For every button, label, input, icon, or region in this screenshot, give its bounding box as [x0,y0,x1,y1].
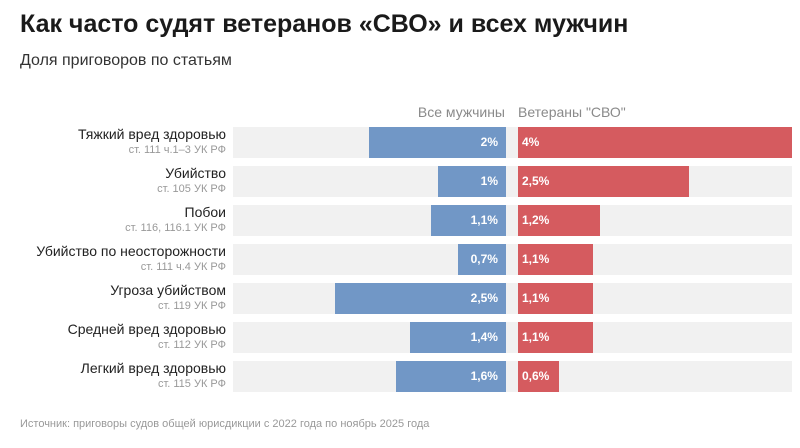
category-title: Убийство [165,165,226,181]
data-label-all-men: 2% [480,135,498,149]
chart-row: Средней вред здоровью ст. 112 УК РФ 1,4%… [0,320,800,353]
data-label-veterans: 2,5% [522,174,550,188]
source-note: Источник: приговоры судов общей юрисдикц… [20,418,430,430]
bar-veterans: 1,1% [518,322,594,353]
category-title: Тяжкий вред здоровью [78,126,226,142]
bar-all-men: 2% [369,127,506,158]
category-label: Убийство ст. 105 УК РФ [157,164,226,197]
bar-veterans: 0,6% [518,361,560,392]
row-background [233,166,792,197]
bar-veterans: 1,1% [518,244,594,275]
chart-row: Легкий вред здоровью ст. 115 УК РФ 1,6% 0… [0,359,800,392]
chart-row: Тяжкий вред здоровью ст. 111 ч.1–3 УК РФ… [0,125,800,158]
chart-row: Убийство ст. 105 УК РФ 1% 2,5% [0,164,800,197]
category-label: Тяжкий вред здоровью ст. 111 ч.1–3 УК РФ [78,125,226,158]
chart-title: Как часто судят ветеранов «СВО» и всех м… [20,10,629,38]
data-label-veterans: 0,6% [522,369,550,383]
data-label-all-men: 0,7% [470,252,498,266]
category-label: Побои ст. 116, 116.1 УК РФ [125,203,226,236]
data-label-veterans: 1,2% [522,213,550,227]
category-label: Угроза убийством ст. 119 УК РФ [110,281,226,314]
data-label-all-men: 1,1% [470,213,498,227]
category-title: Побои [184,204,226,220]
chart-row: Побои ст. 116, 116.1 УК РФ 1,1% 1,2% [0,203,800,236]
bar-veterans: 1,1% [518,283,594,314]
category-title: Угроза убийством [110,282,226,298]
row-background [233,244,792,275]
category-article: ст. 112 УК РФ [157,339,226,351]
data-label-veterans: 4% [522,135,540,149]
category-article: ст. 115 УК РФ [157,378,226,390]
bar-veterans: 1,2% [518,205,601,236]
data-label-veterans: 1,1% [522,252,550,266]
chart-row: Угроза убийством ст. 119 УК РФ 2,5% 1,1% [0,281,800,314]
category-article: ст. 119 УК РФ [157,300,226,312]
category-article: ст. 111 ч.4 УК РФ [140,261,226,273]
row-background [233,361,792,392]
bar-all-men: 1,1% [430,205,506,236]
category-label: Убийство по неосторожности ст. 111 ч.4 У… [36,242,226,275]
category-article: ст. 116, 116.1 УК РФ [125,222,226,234]
category-article: ст. 111 ч.1–3 УК РФ [128,144,226,156]
bar-all-men: 0,7% [458,244,506,275]
bar-veterans: 2,5% [518,166,690,197]
bar-all-men: 2,5% [334,283,506,314]
data-label-all-men: 1,4% [470,330,498,344]
series-header-all-men: Все мужчины [417,104,505,120]
series-header-veterans: Ветераны "СВО" [518,104,626,120]
data-label-veterans: 1,1% [522,291,550,305]
category-label: Средней вред здоровью ст. 112 УК РФ [68,320,226,353]
row-background [233,283,792,314]
row-background [233,205,792,236]
bar-all-men: 1,4% [410,322,506,353]
category-title: Легкий вред здоровью [80,360,226,376]
data-label-all-men: 1,6% [470,369,498,383]
data-label-all-men: 2,5% [470,291,498,305]
bar-all-men: 1% [437,166,506,197]
data-label-veterans: 1,1% [522,330,550,344]
row-background [233,322,792,353]
bar-all-men: 1,6% [396,361,506,392]
chart-row: Убийство по неосторожности ст. 111 ч.4 У… [0,242,800,275]
category-title: Средней вред здоровью [67,321,226,337]
bar-veterans: 4% [518,127,792,158]
category-article: ст. 105 УК РФ [157,183,226,195]
category-label: Легкий вред здоровью ст. 115 УК РФ [81,359,226,392]
data-label-all-men: 1% [480,174,498,188]
category-title: Убийство по неосторожности [36,243,226,259]
chart-subtitle: Доля приговоров по статьям [20,52,232,69]
